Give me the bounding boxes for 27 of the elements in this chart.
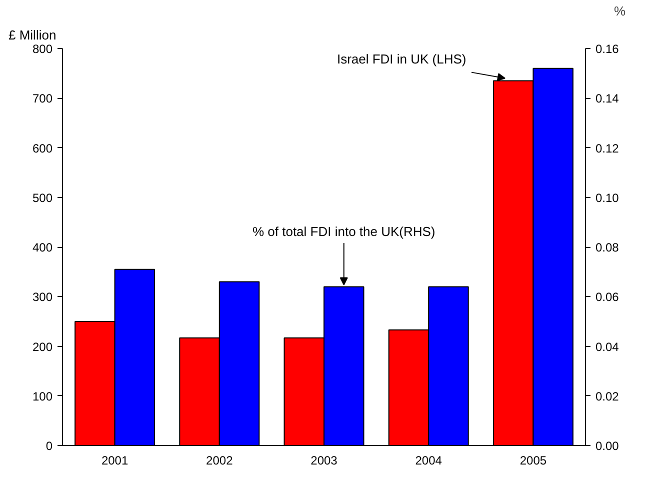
x-tick-label: 2004 (415, 454, 442, 468)
y2-tick-label: 0.06 (596, 290, 620, 304)
y2-tick-label: 0.14 (596, 92, 620, 106)
y2-tick-label: 0.12 (596, 141, 620, 156)
y2-tick-label: 0.04 (596, 340, 620, 354)
y2-tick-label: 0.10 (596, 190, 620, 205)
y-tick-label: 800 (32, 42, 53, 56)
y2-tick-label: 0.00 (596, 439, 620, 453)
y2-tick-label: 0.08 (596, 240, 620, 254)
y-axis-title: £ Million (8, 28, 56, 42)
x-tick-label: 2003 (310, 454, 338, 468)
text: % of total FDI into the UK(RHS) (252, 224, 436, 240)
y-tick-label: 700 (32, 92, 53, 106)
y-tick-label: 300 (32, 290, 53, 304)
y2-tick-label: 0.16 (596, 42, 620, 56)
y-tick-label: 0 (46, 439, 53, 453)
y2-tick-label: 0.02 (596, 389, 620, 404)
y-tick-label: 600 (32, 141, 53, 156)
x-tick-label: 2005 (520, 454, 547, 468)
y-tick-label: 100 (32, 389, 53, 404)
x-tick-label: 2002 (206, 454, 234, 468)
y-tick-label: 500 (32, 190, 53, 205)
y2-axis-title: % (614, 4, 626, 18)
text: Israel FDI in UK (LHS) (336, 51, 466, 66)
x-tick-label: 2001 (101, 454, 128, 468)
y-tick-label: 200 (32, 340, 53, 354)
y-tick-label: 400 (32, 240, 53, 254)
